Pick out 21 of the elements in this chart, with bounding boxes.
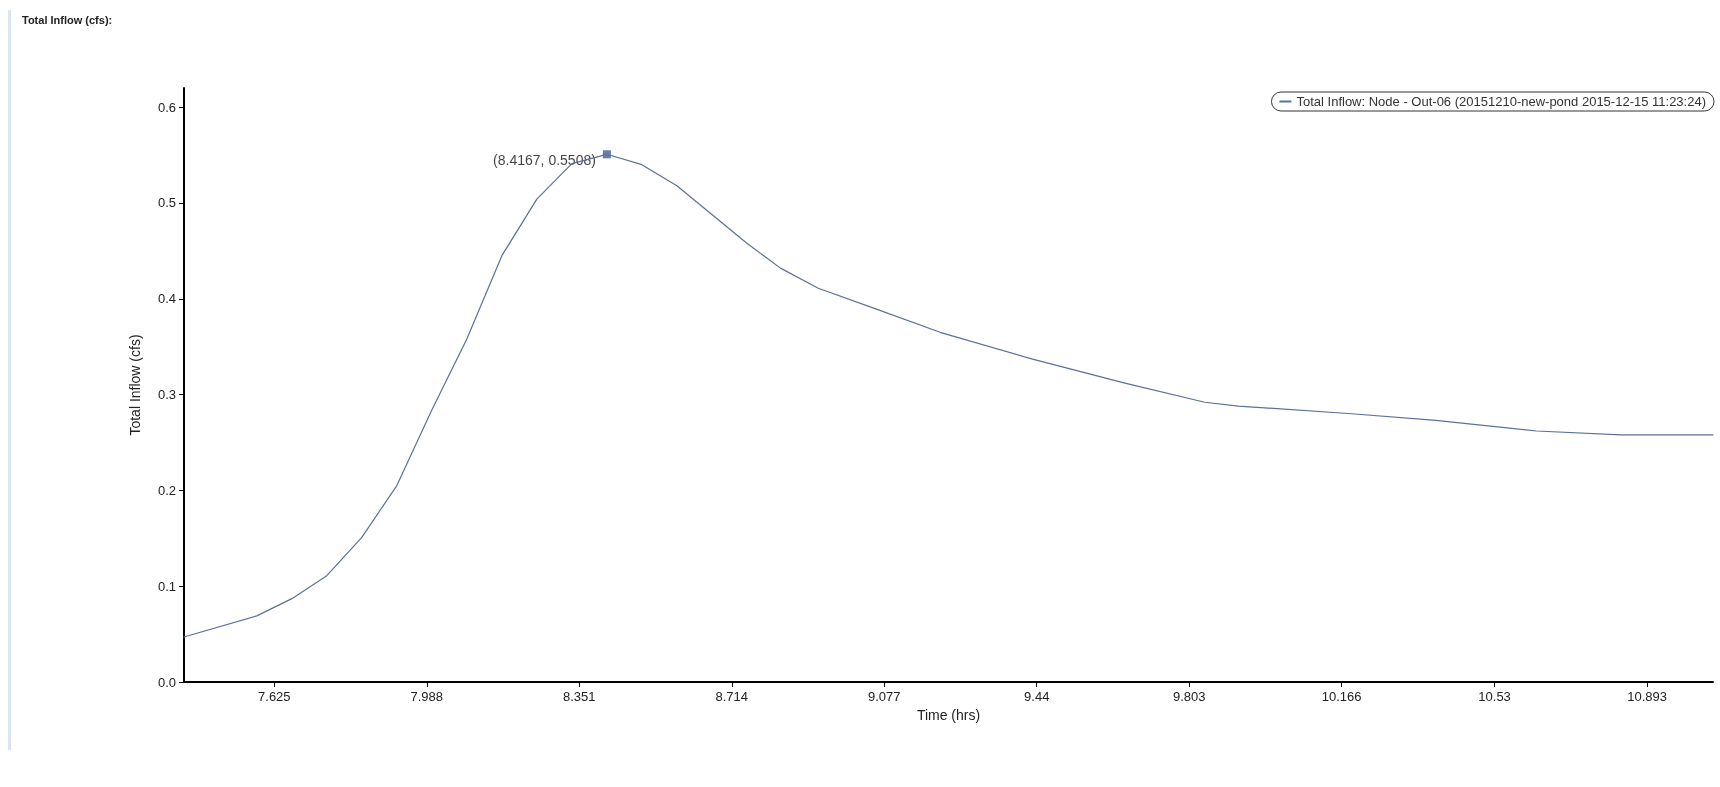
x-tick-label: 9.077 (867, 689, 901, 704)
text: Total Inflow (cfs): (22, 13, 113, 26)
x-tick-label: 9.803 (1172, 689, 1206, 704)
x-tick-label: 10.166 (1321, 689, 1362, 704)
y-tick-label: 0.5 (157, 195, 176, 211)
x-tick-label: 8.351 (563, 689, 596, 704)
x-tick-label: 10.893 (1627, 689, 1667, 704)
y-tick-label: 0.3 (157, 387, 176, 403)
legend-label: Total Inflow: Node - Out-06 (20151210-new-pond 2015-12-15 11:23:24) (1296, 94, 1707, 109)
y-tick-label: 0.6 (157, 99, 176, 115)
x-tick-label: 7.625 (258, 689, 291, 704)
x-tick-label: 7.988 (410, 689, 444, 704)
x-tick-label: 10.53 (1478, 689, 1511, 704)
y-tick-label: 0.4 (157, 291, 176, 307)
y-tick-label: 0.0 (157, 674, 176, 690)
x-axis-title: Time (hrs) (916, 706, 981, 723)
y-axis-title: Total Inflow (cfs) (127, 334, 143, 436)
y-tick-label: 0.2 (157, 482, 176, 498)
x-tick-label: 8.714 (715, 689, 749, 704)
x-tick-label: 9.44 (1024, 689, 1050, 704)
y-tick-label: 0.1 (157, 578, 176, 594)
